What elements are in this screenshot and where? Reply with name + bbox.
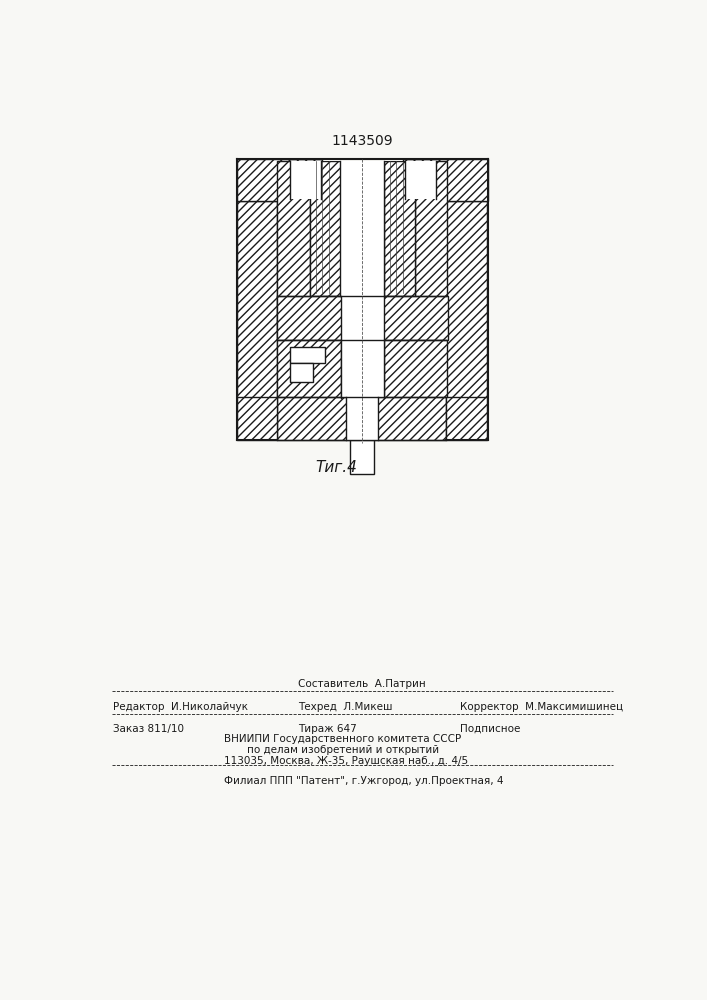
Text: Техред  Л.Микеш: Техред Л.Микеш xyxy=(298,702,392,712)
Polygon shape xyxy=(277,340,341,398)
Polygon shape xyxy=(237,158,488,201)
Text: Τиг.4: Τиг.4 xyxy=(315,460,357,475)
Polygon shape xyxy=(277,397,446,440)
Text: Корректор  М.Максимишинец: Корректор М.Максимишинец xyxy=(460,702,624,712)
Polygon shape xyxy=(310,161,341,296)
Polygon shape xyxy=(446,201,486,436)
Polygon shape xyxy=(237,397,277,440)
Polygon shape xyxy=(322,158,403,161)
Text: Тираж 647: Тираж 647 xyxy=(298,724,356,734)
Text: Подписное: Подписное xyxy=(460,724,521,734)
Text: 113035, Москва, Ж-35, Раушская наб., д. 4/5: 113035, Москва, Ж-35, Раушская наб., д. … xyxy=(224,756,468,766)
Text: Составитель  А.Патрин: Составитель А.Патрин xyxy=(298,679,426,689)
Polygon shape xyxy=(346,397,378,440)
Polygon shape xyxy=(340,161,384,296)
Polygon shape xyxy=(290,347,325,363)
Polygon shape xyxy=(351,440,373,474)
Polygon shape xyxy=(384,161,414,296)
Text: 1143509: 1143509 xyxy=(331,134,393,148)
Polygon shape xyxy=(384,340,448,398)
Polygon shape xyxy=(277,161,310,338)
Text: Филиал ППП "Патент", г.Ужгород, ул.Проектная, 4: Филиал ППП "Патент", г.Ужгород, ул.Проек… xyxy=(224,776,503,786)
Text: Редактор  И.Николайчук: Редактор И.Николайчук xyxy=(113,702,248,712)
Polygon shape xyxy=(290,363,313,382)
Text: ВНИИПИ Государственного комитета СССР: ВНИИПИ Государственного комитета СССР xyxy=(224,734,461,744)
Text: Заказ 811/10: Заказ 811/10 xyxy=(113,724,185,734)
Polygon shape xyxy=(446,397,486,440)
Polygon shape xyxy=(414,161,448,338)
Polygon shape xyxy=(277,296,448,340)
Polygon shape xyxy=(341,340,384,398)
Polygon shape xyxy=(341,296,384,340)
Polygon shape xyxy=(404,161,436,199)
Polygon shape xyxy=(290,161,321,199)
Text: по делам изобретений и открытий: по делам изобретений и открытий xyxy=(247,745,439,755)
Polygon shape xyxy=(237,201,277,436)
